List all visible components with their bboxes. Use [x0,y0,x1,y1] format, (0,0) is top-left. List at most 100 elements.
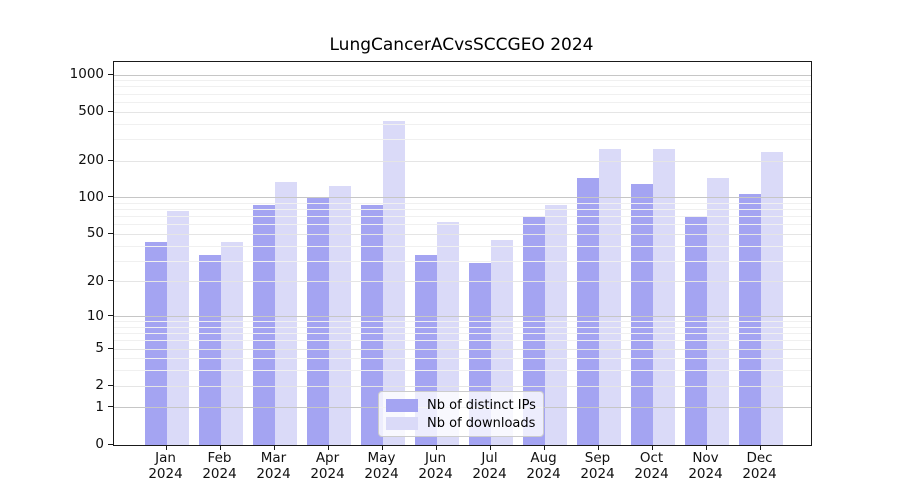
y-tick-label: 5 [95,340,104,357]
legend: Nb of distinct IPs Nb of downloads [378,391,544,437]
y-tick-label: 1000 [69,66,104,83]
x-tick-label: Dec 2024 [742,450,777,482]
gridline [114,321,811,323]
gridline [114,138,811,140]
y-tick-label: 1 [95,398,104,415]
gridline [114,74,811,76]
y-tick-mark [108,443,113,445]
bar-distinct-ips-sep [576,177,599,445]
x-tick-mark [543,445,545,450]
gridline [114,245,811,247]
x-tick-mark [651,445,653,450]
gridline [114,123,811,125]
x-tick-label: Mar 2024 [256,450,291,482]
y-tick-mark [108,196,113,198]
bar-distinct-ips-jan [144,242,167,445]
legend-swatch-downloads [386,417,418,430]
x-tick-mark [381,445,383,450]
x-tick-mark [273,445,275,450]
x-tick-label: Jun 2024 [418,450,453,482]
bar-distinct-ips-mar [252,204,275,445]
bar-downloads-nov [706,177,729,445]
y-tick-label: 200 [78,152,104,169]
plot-area [113,61,812,446]
gridline [114,160,811,162]
bar-downloads-dec [760,151,783,445]
gridline [114,316,811,318]
y-tick-mark [108,159,113,161]
x-tick-mark [435,445,437,450]
gridline [114,385,811,387]
y-tick-mark [108,315,113,317]
bar-distinct-ips-oct [630,184,653,445]
y-tick-mark [108,73,113,75]
x-tick-label: Aug 2024 [526,450,561,482]
x-tick-label: Apr 2024 [310,450,345,482]
bar-downloads-feb [220,242,243,445]
gridline [114,202,811,204]
bar-downloads-aug [544,204,567,445]
x-tick-label: Jul 2024 [472,450,507,482]
gridline [114,80,811,82]
y-tick-label: 20 [86,272,104,289]
y-tick-mark [108,280,113,282]
x-tick-mark [759,445,761,450]
x-tick-label: May 2024 [364,450,399,482]
gridline [114,358,811,360]
bar-distinct-ips-may [360,205,383,445]
gridline [114,209,811,211]
bar-downloads-mar [274,181,297,445]
x-tick-mark [489,445,491,450]
chart-title: LungCancerACvsSCCGEO 2024 [329,35,594,55]
x-tick-label: Feb 2024 [202,450,237,482]
y-tick-label: 100 [78,188,104,205]
bar-downloads-apr [328,185,351,445]
legend-item-distinct-ips: Nb of distinct IPs [386,398,536,413]
gridline [114,216,811,218]
gridline [114,260,811,262]
legend-label-distinct-ips: Nb of distinct IPs [427,398,536,413]
legend-label-downloads: Nb of downloads [427,416,536,431]
x-tick-mark [327,445,329,450]
gridline [114,333,811,335]
x-tick-label: Oct 2024 [634,450,669,482]
y-tick-label: 500 [78,103,104,120]
y-tick-mark [108,384,113,386]
gridline [114,370,811,372]
y-tick-label: 50 [86,225,104,242]
x-tick-label: Sep 2024 [580,450,615,482]
gridline [114,281,811,283]
y-tick-label: 10 [86,307,104,324]
gridline [114,233,811,235]
x-tick-mark [705,445,707,450]
y-tick-mark [108,110,113,112]
gridline [114,111,811,113]
x-tick-mark [219,445,221,450]
bar-downloads-oct [652,148,675,445]
legend-swatch-distinct-ips [386,399,418,412]
bar-distinct-ips-dec [738,193,761,445]
gridline [114,86,811,88]
y-tick-mark [108,347,113,349]
bar-downloads-may [382,121,405,445]
gridline [114,224,811,226]
legend-item-downloads: Nb of downloads [386,416,536,431]
gridline [114,93,811,95]
y-tick-mark [108,232,113,234]
bar-distinct-ips-feb [198,254,221,445]
gridline [114,197,811,199]
gridline [114,326,811,328]
bar-downloads-sep [598,148,621,445]
bar-distinct-ips-nov [684,216,707,445]
x-tick-mark [597,445,599,450]
y-tick-label: 2 [95,377,104,394]
gridline [114,348,811,350]
x-tick-label: Nov 2024 [688,450,723,482]
y-tick-label: 0 [95,436,104,452]
x-tick-label: Jan 2024 [148,450,183,482]
gridline [114,101,811,103]
x-tick-mark [165,445,167,450]
gridline [114,340,811,342]
y-tick-mark [108,406,113,408]
